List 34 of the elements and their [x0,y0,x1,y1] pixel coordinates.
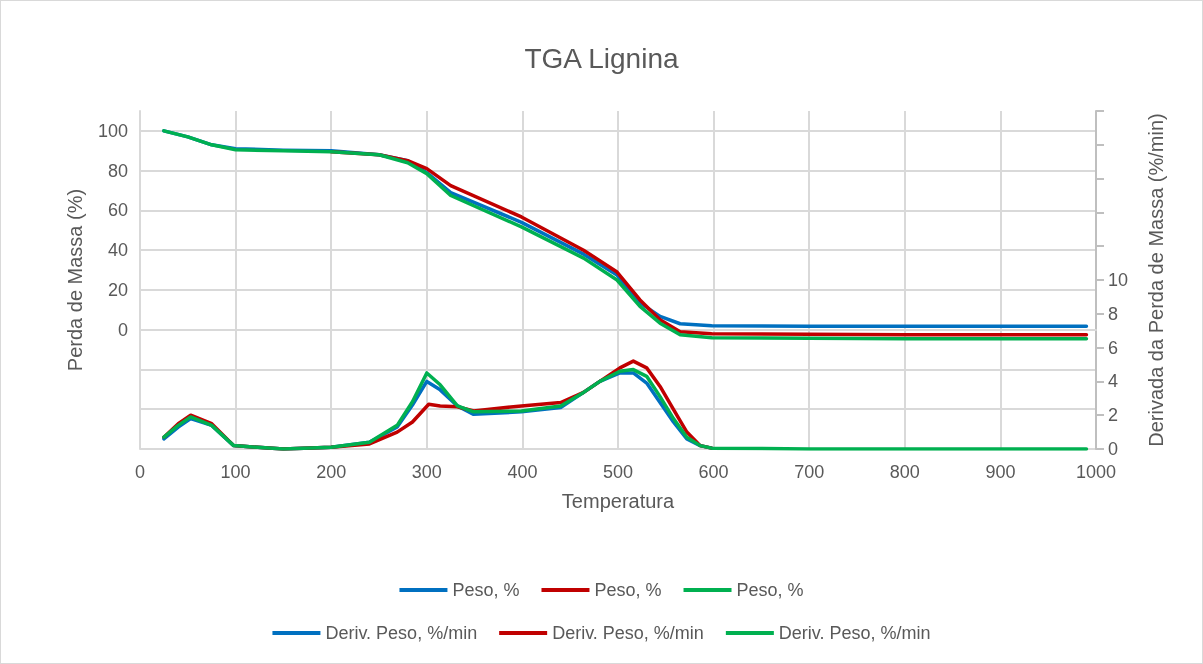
y-tick-label: 80 [107,160,128,181]
legend-label: Deriv. Peso, %/min [325,623,478,643]
x-tick-label: 1000 [1075,462,1117,482]
x-tick-label: 100 [220,462,251,482]
y2-tick-label: 0 [1108,439,1119,459]
y2-tick-label: 8 [1108,303,1119,324]
x-tick-label: 500 [602,462,634,482]
x-axis-title: Temperatura [561,490,676,512]
chart-title: TGA Lignina [524,42,679,74]
x-tick-label: 700 [794,462,825,482]
x-tick-label: 200 [316,462,347,482]
y-tick-label: 40 [107,240,128,261]
x-tick-label: 900 [985,462,1016,482]
y2-axis-title: Derivada da Perda de Massa (%/min) [1145,113,1167,447]
legend-label: Deriv. Peso, %/min [552,623,704,643]
line-series [162,367,1089,451]
y-tick-label: 60 [107,200,128,221]
x-tick-label: 0 [134,462,146,482]
y2-tick-label: 10 [1108,270,1129,290]
legend-label: Deriv. Peso, %/min [778,623,931,643]
y-tick-label: 100 [97,120,128,141]
x-tick-label: 300 [411,462,442,482]
y2-tick-label: 2 [1108,405,1119,426]
legend-label: Peso, % [452,580,520,600]
x-tick-label: 600 [698,462,729,482]
y-tick-label: 20 [107,279,128,300]
y2-tick-label: 6 [1108,337,1119,358]
x-tick-label: 800 [889,462,920,482]
y2-tick-label: 4 [1108,371,1119,392]
y-tick-label: 0 [117,319,128,340]
x-tick-label: 400 [507,462,538,482]
y-axis-title: Perda de Massa (%) [64,188,86,372]
legend-label: Peso, % [736,580,804,600]
legend-label: Peso, % [594,580,662,600]
